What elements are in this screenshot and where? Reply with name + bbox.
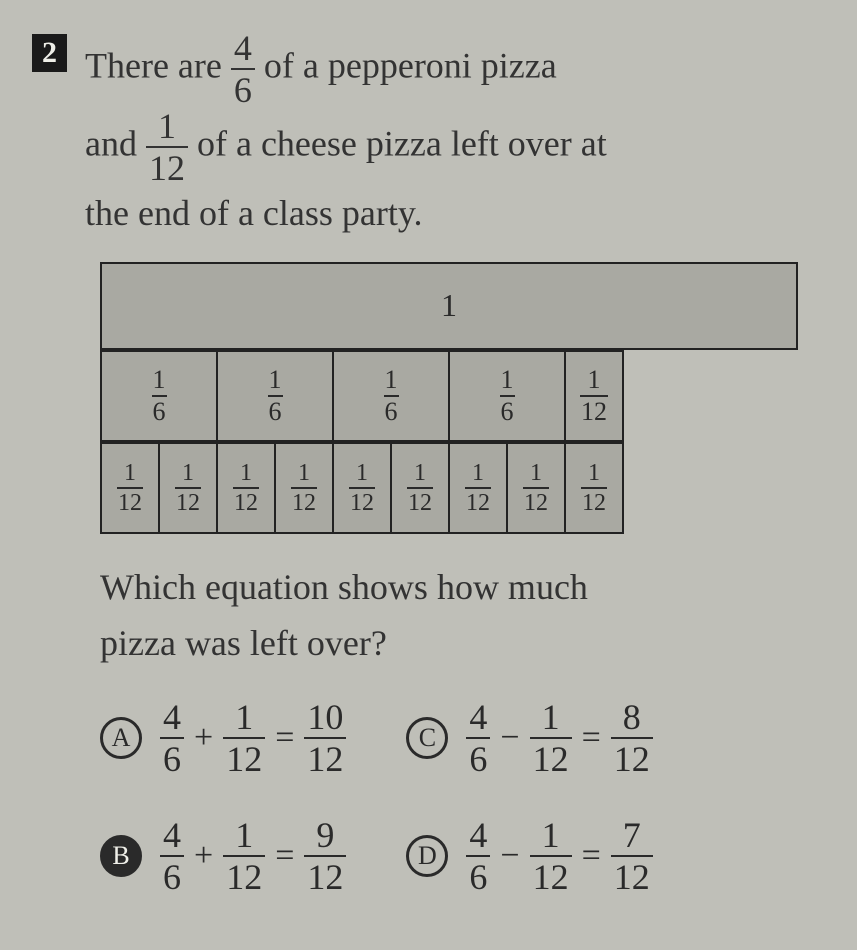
choice-equation-c: 46 − 112 = 812 <box>466 699 652 777</box>
strip-twelfths: 112 112 112 112 112 112 112 112 112 <box>100 442 624 534</box>
subprompt: Which equation shows how much pizza was … <box>100 560 825 672</box>
prompt-text: of a pepperoni pizza <box>255 45 557 85</box>
strip-whole: 1 <box>100 262 798 350</box>
sixth-cell: 16 <box>333 351 449 441</box>
fraction-4-6: 46 <box>231 30 255 108</box>
sixth-cell: 16 <box>101 351 217 441</box>
choice-a[interactable]: A 46 + 112 = 1012 <box>100 699 346 777</box>
choice-bubble-d[interactable]: D <box>406 835 448 877</box>
prompt-text: of a cheese pizza left over at <box>188 123 607 163</box>
whole-cell: 1 <box>101 263 797 349</box>
twelfth-cell: 112 <box>565 351 623 441</box>
prompt-text: and <box>85 123 146 163</box>
twelfth-cell: 112 <box>217 443 275 533</box>
choice-c[interactable]: C 46 − 112 = 812 <box>406 699 652 777</box>
prompt-text: the end of a class party. <box>85 193 423 233</box>
twelfth-cell: 112 <box>507 443 565 533</box>
twelfth-cell: 112 <box>333 443 391 533</box>
choice-d[interactable]: D 46 − 112 = 712 <box>406 817 652 895</box>
twelfth-cell: 112 <box>391 443 449 533</box>
choice-equation-a: 46 + 112 = 1012 <box>160 699 346 777</box>
sixth-cell: 16 <box>217 351 333 441</box>
choice-equation-b: 46 + 112 = 912 <box>160 817 346 895</box>
twelfth-cell: 112 <box>159 443 217 533</box>
twelfth-cell: 112 <box>565 443 623 533</box>
question-header: 2 There are 46 of a pepperoni pizza and … <box>32 30 825 242</box>
sixth-cell: 16 <box>449 351 565 441</box>
choice-bubble-b[interactable]: B <box>100 835 142 877</box>
twelfth-cell: 112 <box>101 443 159 533</box>
subprompt-line: pizza was left over? <box>100 623 387 663</box>
choice-equation-d: 46 − 112 = 712 <box>466 817 652 895</box>
question-text: There are 46 of a pepperoni pizza and 11… <box>85 30 607 242</box>
fraction-1-12: 112 <box>146 108 188 186</box>
choice-b[interactable]: B 46 + 112 = 912 <box>100 817 346 895</box>
strip-sixths: 16 16 16 16 112 <box>100 350 624 442</box>
answer-choices: A 46 + 112 = 1012 C 46 − 112 = 812 B 46 <box>100 699 825 895</box>
question-number: 2 <box>32 34 67 72</box>
fraction-strip-diagram: 1 16 16 16 16 112 112 112 112 112 112 11… <box>100 262 800 534</box>
twelfth-cell: 112 <box>449 443 507 533</box>
prompt-text: There are <box>85 45 231 85</box>
choice-bubble-c[interactable]: C <box>406 717 448 759</box>
subprompt-line: Which equation shows how much <box>100 567 588 607</box>
choice-bubble-a[interactable]: A <box>100 717 142 759</box>
twelfth-cell: 112 <box>275 443 333 533</box>
